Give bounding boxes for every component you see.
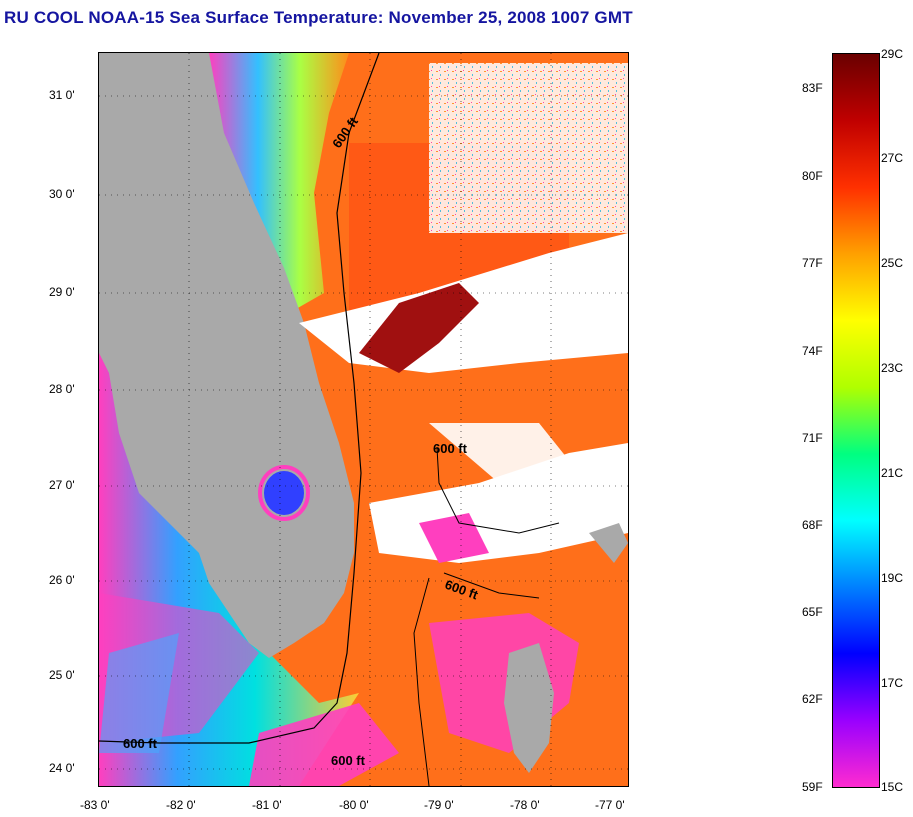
colorbar-f-62: 62F (802, 692, 823, 706)
contour-label-cuba: 600 ft (331, 753, 366, 768)
colorbar-f-80: 80F (802, 169, 823, 183)
sst-map[interactable]: 600 ft 600 ft 600 ft 600 ft 600 ft (98, 52, 629, 787)
colorbar-f-77: 77F (802, 256, 823, 270)
lat-label-31: 31 0' (49, 88, 75, 102)
colorbar-c-29: 29C (881, 47, 904, 61)
warm-eddy (359, 283, 479, 373)
shelf-water (209, 53, 349, 313)
lon-label-81: -81 0' (252, 798, 282, 812)
lon-label-82: -82 0' (166, 798, 196, 812)
sst-map-svg: 600 ft 600 ft 600 ft 600 ft 600 ft (99, 53, 628, 786)
colorbar-c-17: 17C (881, 676, 904, 690)
contour-600ft (99, 53, 380, 744)
colorbar-f-65: 65F (802, 605, 823, 619)
colorbar-c-15: 15C (881, 780, 904, 794)
lat-label-25: 25 0' (49, 668, 75, 682)
colorbar-f-71: 71F (802, 431, 823, 445)
lat-label-30: 30 0' (49, 187, 75, 201)
lon-label-79: -79 0' (424, 798, 454, 812)
map-title: RU COOL NOAA-15 Sea Surface Temperature:… (4, 8, 633, 27)
colorbar-c-21: 21C (881, 466, 904, 480)
graticule (99, 53, 628, 786)
lat-label-26: 26 0' (49, 573, 75, 587)
colorbar-c-25: 25C (881, 256, 904, 270)
colorbar-f-83: 83F (802, 81, 823, 95)
colorbar-c-27: 27C (881, 151, 904, 165)
temperature-colorbar (832, 53, 880, 788)
colorbar-c-23: 23C (881, 361, 904, 375)
lon-label-78: -78 0' (510, 798, 540, 812)
lake-okeechobee (264, 471, 304, 515)
lat-label-28: 28 0' (49, 382, 75, 396)
cloud-speckle (429, 63, 628, 233)
colorbar-f-59: 59F (802, 780, 823, 794)
contour-label-grand-bahama: 600 ft (433, 441, 468, 456)
lat-label-27: 27 0' (49, 478, 75, 492)
lat-label-24: 24 0' (49, 761, 75, 775)
colorbar-c-19: 19C (881, 571, 904, 585)
andros-island (504, 643, 554, 773)
lon-label-80: -80 0' (339, 798, 369, 812)
colorbar-f-74: 74F (802, 344, 823, 358)
colorbar-f-68: 68F (802, 518, 823, 532)
contour-label-keys: 600 ft (123, 736, 158, 751)
lon-label-83: -83 0' (80, 798, 110, 812)
lon-label-77: -77 0' (595, 798, 625, 812)
lat-label-29: 29 0' (49, 285, 75, 299)
